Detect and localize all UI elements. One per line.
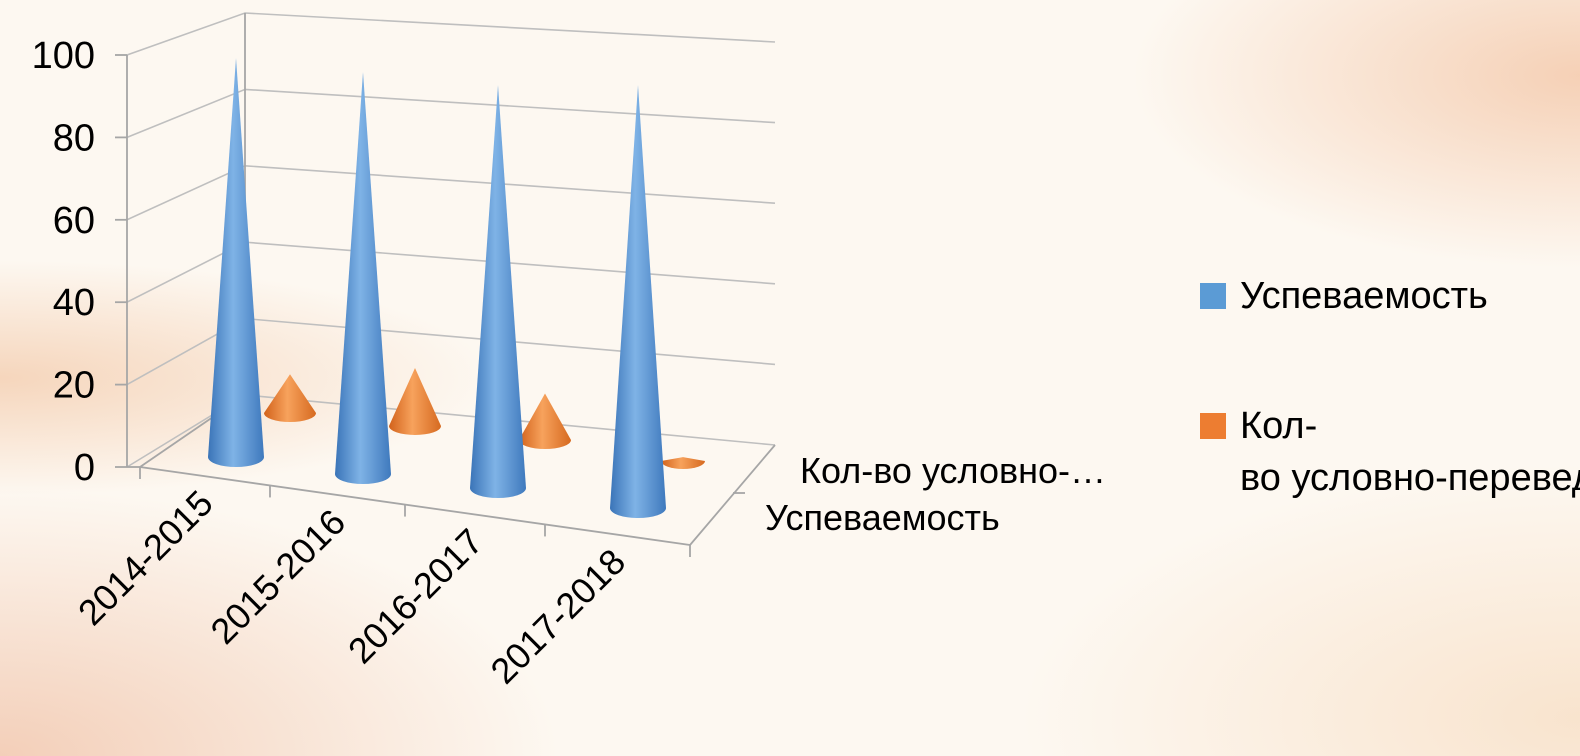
cone-uslovno [519,393,571,449]
cone-uslovno-body [661,457,705,469]
cone-uspevaemost [335,72,391,484]
y-tick-label: 20 [53,365,95,407]
y-tick-label: 40 [53,282,95,324]
cone-uspevaemost-body [470,85,526,498]
y-tick-labels: 0 20 40 60 80 100 [32,35,95,489]
axis-line [689,444,776,546]
cone-uslovno [661,457,705,469]
cone-uspevaemost [470,85,526,498]
cone-uspevaemost [610,85,666,518]
cone-uspevaemost-body [335,72,391,484]
cone-uslovno [264,374,316,422]
y-tick-label: 0 [74,447,95,489]
category-label: 2016-2017 [340,521,491,672]
gridline [126,88,776,139]
cone-uspevaemost-body [208,58,264,467]
category-label: 2017-2018 [482,541,633,692]
y-tick-label: 100 [32,35,95,77]
cone-uslovno [389,367,441,435]
cone-uslovno-body [264,374,316,422]
legend-swatch-uslovno [1200,413,1226,439]
depth-labels: Кол-во условно-… Успеваемость [765,450,1106,538]
gridline [126,12,776,56]
legend-swatch-uspevaemost [1200,283,1226,309]
legend-label-uspevaemost: Успеваемость [1240,275,1488,317]
category-label: 2014-2015 [70,482,221,633]
legend-label-uslovno: Кол- во условно-переведённых [1240,405,1580,499]
legend-label-uslovno-line1: Кол- [1240,405,1317,447]
y-tick-label: 60 [53,200,95,242]
cone-uspevaemost [208,58,264,467]
axis-line [139,466,691,546]
cones [208,58,705,518]
cone-uspevaemost-body [610,85,666,518]
category-label: 2015-2016 [202,501,353,652]
depth-label-back: Кол-во условно-… [800,450,1106,491]
legend: Успеваемость Кол- во условно-переведённы… [1200,275,1580,499]
cone-uslovno-body [389,367,441,435]
y-tick-label: 80 [53,117,95,159]
cone-uslovno-body [519,393,571,449]
depth-label-front: Успеваемость [765,497,1000,538]
legend-label-uslovno-line2: во условно-переведённых [1240,457,1580,499]
axes [115,13,776,557]
gridline [126,164,776,221]
